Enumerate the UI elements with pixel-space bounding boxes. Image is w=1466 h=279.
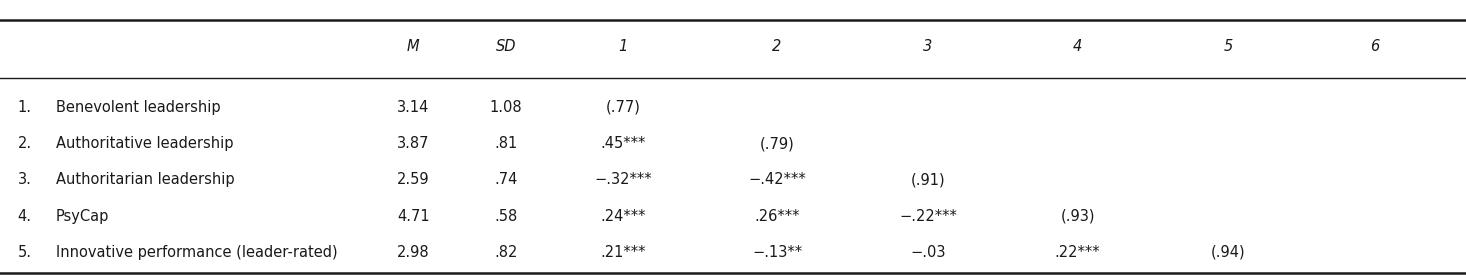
Text: −.32***: −.32*** [594,172,652,187]
Text: Authoritative leadership: Authoritative leadership [56,136,233,151]
Text: 1.: 1. [18,100,32,115]
Text: PsyCap: PsyCap [56,209,108,224]
Text: .21***: .21*** [600,245,647,260]
Text: 2.59: 2.59 [397,172,430,187]
Text: 3.14: 3.14 [397,100,430,115]
Text: .58: .58 [494,209,517,224]
Text: M: M [408,39,419,54]
Text: 2.: 2. [18,136,32,151]
Text: 6: 6 [1371,39,1380,54]
Text: (.94): (.94) [1211,245,1246,260]
Text: (.77): (.77) [605,100,641,115]
Text: 5: 5 [1224,39,1233,54]
Text: .82: .82 [494,245,517,260]
Text: SD: SD [496,39,516,54]
Text: (.93): (.93) [1060,209,1095,224]
Text: −.13**: −.13** [752,245,802,260]
Text: −.42***: −.42*** [748,172,806,187]
Text: Benevolent leadership: Benevolent leadership [56,100,220,115]
Text: 3.87: 3.87 [397,136,430,151]
Text: 5.: 5. [18,245,32,260]
Text: .24***: .24*** [600,209,647,224]
Text: (.79): (.79) [759,136,795,151]
Text: .26***: .26*** [754,209,800,224]
Text: 2: 2 [773,39,781,54]
Text: 1.08: 1.08 [490,100,522,115]
Text: .81: .81 [494,136,517,151]
Text: 4: 4 [1073,39,1082,54]
Text: 3.: 3. [18,172,31,187]
Text: −.22***: −.22*** [899,209,957,224]
Text: −.03: −.03 [910,245,946,260]
Text: 2.98: 2.98 [397,245,430,260]
Text: Innovative performance (leader-rated): Innovative performance (leader-rated) [56,245,337,260]
Text: 4.: 4. [18,209,32,224]
Text: .74: .74 [494,172,517,187]
Text: .22***: .22*** [1054,245,1101,260]
Text: Authoritarian leadership: Authoritarian leadership [56,172,235,187]
Text: (.91): (.91) [910,172,946,187]
Text: 1: 1 [619,39,627,54]
Text: 4.71: 4.71 [397,209,430,224]
Text: 3: 3 [924,39,932,54]
Text: .45***: .45*** [601,136,645,151]
